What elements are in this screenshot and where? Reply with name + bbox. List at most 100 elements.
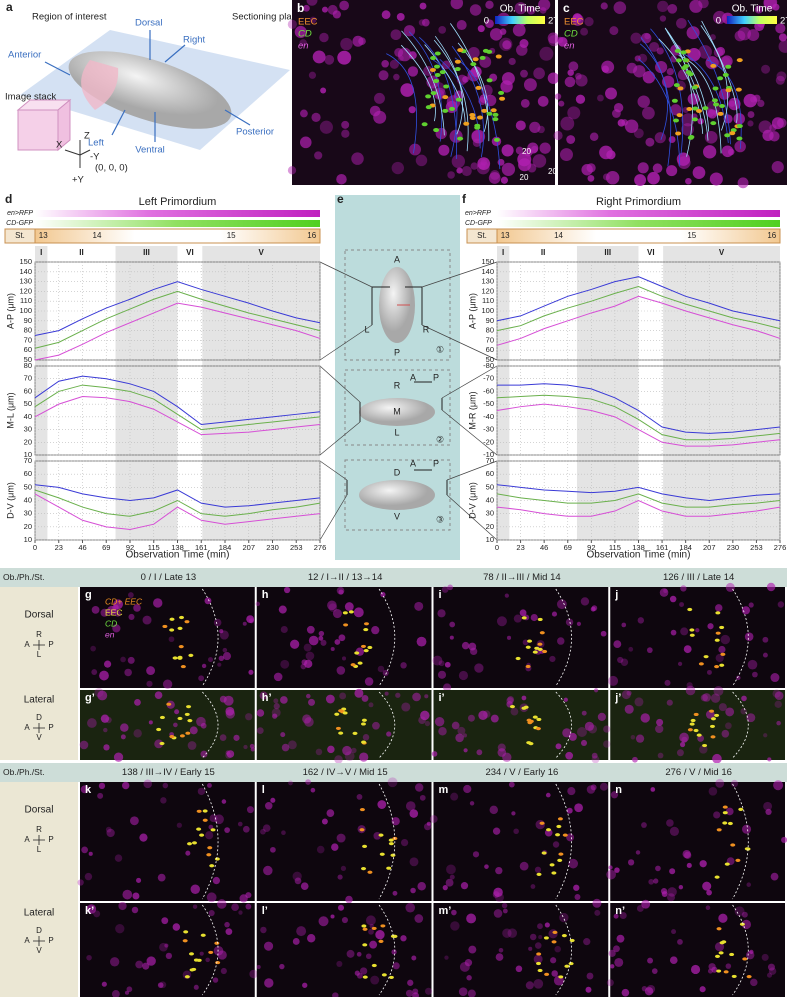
stage-label-box	[466, 228, 498, 244]
cell	[525, 645, 531, 649]
cell	[338, 731, 344, 735]
nucleus	[765, 808, 772, 816]
nucleus	[468, 945, 477, 954]
cell	[712, 86, 719, 91]
nucleus	[219, 734, 227, 741]
nucleus	[221, 799, 227, 804]
nucleus	[97, 690, 108, 701]
y-tick-label: 70	[24, 335, 32, 344]
cell	[179, 734, 185, 738]
y-tick-label: 80	[24, 326, 32, 335]
nucleus	[104, 660, 112, 668]
nucleus	[354, 688, 364, 698]
nucleus	[143, 779, 153, 789]
nucleus	[608, 865, 613, 870]
panel-letter: a	[6, 0, 13, 14]
legend: CD	[564, 29, 578, 40]
phase-label: VI	[647, 248, 655, 257]
nucleus	[94, 687, 104, 698]
nucleus	[530, 884, 536, 889]
axis-label: A	[24, 936, 30, 945]
nucleus	[205, 831, 214, 840]
nucleus	[467, 46, 480, 59]
nucleus	[318, 630, 325, 637]
nucleus	[749, 949, 754, 955]
nucleus	[676, 17, 687, 29]
cell	[744, 847, 750, 851]
nucleus	[708, 963, 716, 971]
stage-tick: 15	[687, 231, 696, 240]
nucleus	[715, 778, 725, 788]
legend: en	[298, 41, 309, 52]
cell	[696, 733, 702, 737]
phase-shade	[663, 246, 780, 540]
nucleus	[528, 946, 533, 951]
nucleus	[306, 0, 318, 6]
nucleus	[409, 857, 419, 867]
nucleus	[255, 601, 261, 607]
row-label-bg	[0, 782, 78, 997]
cell	[683, 64, 690, 69]
micrograph	[433, 690, 609, 760]
nucleus	[613, 1, 627, 14]
nucleus	[507, 696, 515, 704]
nucleus	[512, 23, 526, 37]
nucleus	[103, 727, 108, 733]
cell	[549, 863, 555, 867]
nucleus	[207, 783, 212, 788]
nucleus	[754, 5, 763, 14]
nucleus	[356, 794, 363, 800]
cell	[539, 821, 545, 825]
cell	[558, 852, 564, 856]
nucleus	[566, 135, 576, 144]
nucleus	[513, 828, 519, 835]
nucleus	[586, 972, 594, 980]
cell	[434, 72, 441, 77]
nucleus	[287, 19, 297, 29]
nucleus	[621, 988, 630, 997]
micrograph	[610, 903, 785, 997]
scale-label: 20	[548, 167, 557, 176]
nucleus	[558, 100, 565, 107]
y-tick-label: 110	[482, 296, 494, 305]
nucleus	[447, 171, 455, 179]
nucleus	[545, 792, 551, 798]
nucleus	[515, 146, 524, 155]
nucleus	[567, 106, 581, 120]
nucleus	[353, 607, 364, 618]
cell	[352, 731, 358, 736]
nucleus	[239, 894, 248, 903]
nucleus	[526, 5, 536, 15]
cell	[719, 104, 726, 109]
nucleus	[584, 721, 594, 731]
panel-letter: h’	[262, 692, 272, 704]
column-heading: 234 / V / Early 16	[485, 767, 558, 778]
nucleus	[535, 819, 545, 830]
nucleus	[689, 0, 703, 13]
nucleus	[81, 846, 89, 854]
boundary	[378, 904, 396, 996]
cell	[343, 623, 349, 627]
nucleus	[256, 727, 264, 735]
y-tick-label: -10	[483, 450, 494, 459]
cell	[457, 136, 464, 141]
nucleus	[485, 19, 494, 29]
nucleus	[458, 987, 468, 997]
nucleus	[498, 947, 504, 953]
nucleus	[362, 734, 370, 741]
cell	[208, 950, 214, 955]
nucleus	[118, 901, 127, 911]
line	[496, 276, 781, 322]
nucleus	[552, 841, 560, 848]
cell	[378, 833, 384, 837]
nucleus	[770, 872, 779, 881]
cell	[525, 664, 531, 669]
cell	[731, 974, 737, 979]
legend: CD+ EEC	[105, 596, 143, 606]
cell	[675, 58, 682, 63]
nucleus	[627, 859, 635, 866]
nucleus	[222, 652, 232, 661]
cell	[361, 867, 367, 871]
nucleus	[744, 632, 754, 641]
nucleus	[713, 10, 727, 25]
